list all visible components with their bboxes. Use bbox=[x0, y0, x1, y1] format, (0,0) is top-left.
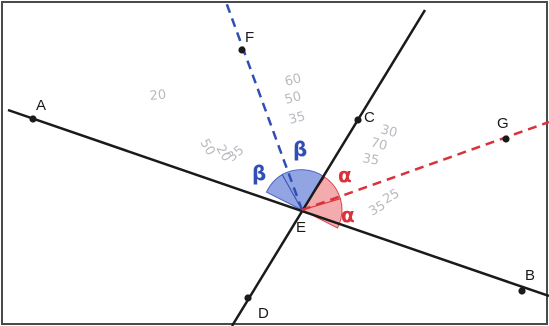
angle-beta-right-label: β bbox=[293, 137, 307, 161]
line-CD bbox=[230, 9, 427, 326]
scribble: 35 bbox=[287, 109, 307, 128]
ray-EF bbox=[224, 1, 304, 211]
angle-beta-left-label: β bbox=[252, 161, 266, 185]
scribble: 50 bbox=[283, 89, 303, 108]
scribble: 70 bbox=[369, 135, 389, 154]
scribble: 20 bbox=[213, 143, 234, 165]
label-C: C bbox=[364, 109, 375, 126]
scribble: 35 bbox=[361, 151, 380, 169]
angle-beta-left-sector bbox=[265, 173, 304, 212]
angle-alpha-bottom-label: α bbox=[341, 203, 355, 227]
scribble: 50 bbox=[197, 137, 218, 159]
scribble: 35 bbox=[367, 198, 389, 219]
point-B bbox=[518, 287, 526, 295]
label-A: A bbox=[36, 97, 46, 114]
background-scribbles: 60 50 35 30 70 35 35 25 50 20 35 20 bbox=[149, 71, 402, 219]
point-A bbox=[29, 115, 37, 123]
point-D bbox=[244, 294, 252, 302]
point-G bbox=[502, 135, 510, 143]
angle-alpha-top-label: α bbox=[338, 163, 352, 187]
label-B: B bbox=[525, 267, 535, 284]
label-G: G bbox=[497, 115, 509, 132]
label-F: F bbox=[245, 29, 254, 46]
label-E: E bbox=[296, 219, 306, 236]
scribble: 20 bbox=[149, 88, 167, 104]
scribble: 60 bbox=[283, 71, 303, 90]
point-F bbox=[238, 46, 246, 54]
scribble: 30 bbox=[379, 122, 399, 141]
line-AB bbox=[7, 108, 549, 298]
scribble: 25 bbox=[381, 186, 403, 207]
label-D: D bbox=[258, 305, 269, 322]
point-C bbox=[354, 116, 362, 124]
points bbox=[29, 46, 526, 302]
